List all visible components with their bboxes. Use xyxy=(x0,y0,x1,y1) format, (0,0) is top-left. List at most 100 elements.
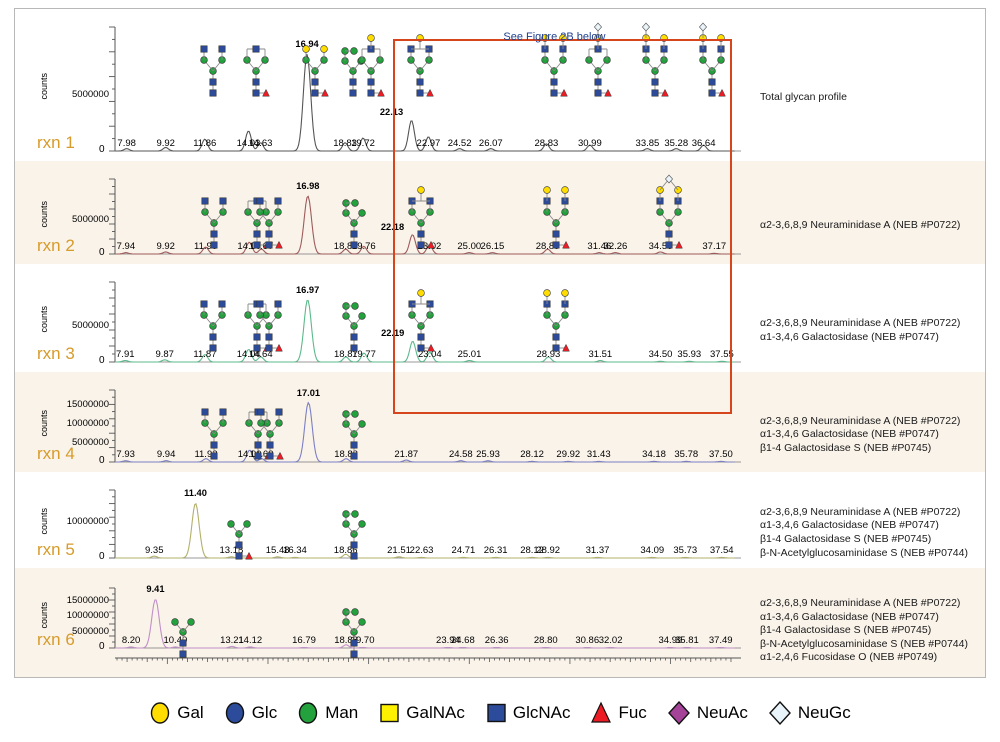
y-tick-label: 10000000 xyxy=(66,610,109,622)
y-tick-zero: 0 xyxy=(99,641,105,652)
glycan-structure xyxy=(336,21,370,99)
peak-label: 11.92 xyxy=(194,449,218,460)
peak-label: 28.12 xyxy=(520,449,544,460)
peak-label: 35.73 xyxy=(673,545,698,556)
glycan-structure xyxy=(239,21,273,99)
peak-label: 24.68 xyxy=(450,635,475,646)
peak-label: 28.89 xyxy=(535,241,560,252)
peak-label: 14.68 xyxy=(249,449,274,460)
enzyme-list-rxn-4: α2-3,6,8,9 Neuraminidase A (NEB #P0722) α… xyxy=(760,415,960,456)
peak-label: 28.83 xyxy=(534,138,559,149)
peak-label: 16.34 xyxy=(283,545,307,556)
glycan-structure xyxy=(337,276,371,354)
chromatogram-row-rxn-5: counts 0 10000000 rxn 5 α2-3,6,8,9 Neuramini… xyxy=(15,472,985,568)
chromatogram-row-rxn-4: counts 0 5000000 10000000 15000000 rxn 4 α2-3,… xyxy=(15,372,985,472)
peak-label: 9.92 xyxy=(156,138,175,149)
peak-label: 18.88 xyxy=(334,449,358,460)
y-tick-label: 5000000 xyxy=(72,437,109,449)
peak-label: 14.04 xyxy=(236,349,261,360)
gal-icon xyxy=(149,701,171,725)
peak-label: 21.51 xyxy=(387,545,411,556)
glc-circle-icon xyxy=(225,702,244,724)
y-tick-label: 5000000 xyxy=(72,319,109,331)
peak-label-top: 16.97 xyxy=(296,284,320,295)
chromatogram-row-rxn-3: counts 0 5000000 rxn 3 α2-3,6,8,9 Neuraminid… xyxy=(15,264,985,372)
glycan-structure xyxy=(652,173,686,251)
peak-label: 25.93 xyxy=(476,449,500,460)
enzyme-line: α2-3,6,8,9 Neuraminidase A (NEB #P0722) xyxy=(760,414,961,427)
glycan-structure xyxy=(298,21,332,99)
peak-label: 29.92 xyxy=(556,449,581,460)
y-tick-zero: 0 xyxy=(99,455,105,466)
peak-label-top: 17.01 xyxy=(296,387,321,398)
glycan-structure xyxy=(581,21,615,99)
peak-label: 28.93 xyxy=(536,349,561,360)
man-icon xyxy=(297,701,319,725)
enzyme-line: β1-4 Galactosidase S (NEB #P0745) xyxy=(760,441,932,454)
legend-label: NeuGc xyxy=(797,703,851,722)
peak-label: 18.87 xyxy=(333,349,358,360)
neuac-diamond-icon xyxy=(667,700,690,726)
peak-label: 35.28 xyxy=(664,138,689,149)
enzyme-list-rxn-3: α2-3,6,8,9 Neuraminidase A (NEB #P0722) α… xyxy=(760,317,960,344)
enzyme-list-rxn-6: α2-3,6,8,9 Neuraminidase A (NEB #P0722) α… xyxy=(760,597,968,665)
enzyme-line: β-N-Acetylglucosaminidase S (NEB #P0744) xyxy=(760,637,968,650)
peak-label: 11.90 xyxy=(194,241,218,252)
y-tick-zero: 0 xyxy=(99,247,105,258)
peak-label: 7.93 xyxy=(116,449,135,460)
legend-label: Gal xyxy=(177,703,204,722)
glycan-structure xyxy=(222,484,256,562)
peak-label: 9.87 xyxy=(155,349,174,360)
peak-label: 26.31 xyxy=(483,545,508,556)
peak-label: 26.07 xyxy=(478,138,503,149)
peak-label: 37.50 xyxy=(709,449,733,460)
peak-label: 16.79 xyxy=(292,635,316,646)
enzyme-line: β1-4 Galactosidase S (NEB #P0745) xyxy=(760,532,932,545)
legend-label: Glc xyxy=(251,703,278,722)
glycan-structure xyxy=(337,173,371,251)
peak-label: 7.91 xyxy=(116,349,135,360)
row-label-rxn-4: rxn 4 xyxy=(37,444,75,463)
row-label-rxn-6: rxn 6 xyxy=(37,630,75,649)
peak-label: 28.12 xyxy=(520,545,544,556)
legend-label: Man xyxy=(325,703,359,722)
peak-label-left: 22.19 xyxy=(381,328,405,339)
y-tick-label: 5000000 xyxy=(72,626,109,638)
glycan-structure xyxy=(196,276,230,354)
y-tick-zero: 0 xyxy=(99,355,105,366)
glycan-structure xyxy=(695,21,729,99)
peak-label: 26.36 xyxy=(484,635,509,646)
chromatogram-row-rxn-1: counts 0 5000000 rxn 1 Total glycan profile 7… xyxy=(15,9,985,161)
peak-label: 30.86 xyxy=(575,635,600,646)
peak-label-top: 9.41 xyxy=(146,584,165,595)
legend-item-neuac: NeuAc xyxy=(667,700,748,726)
peak-label: 35.78 xyxy=(674,449,699,460)
peak-label: 19.77 xyxy=(352,349,376,360)
peak-label: 30.99 xyxy=(577,138,602,149)
enzyme-line: α1-3,4,6 Galactosidase (NEB #P0747) xyxy=(760,330,939,343)
fuc-icon xyxy=(590,701,612,725)
y-tick-label: 15000000 xyxy=(66,399,109,411)
legend-label: Fuc xyxy=(618,703,647,722)
neugc-icon xyxy=(768,700,792,726)
peak-label: 9.92 xyxy=(156,241,175,252)
peak-label: 19.72 xyxy=(351,138,375,149)
peak-label: 31.43 xyxy=(586,449,611,460)
peak-label: 7.94 xyxy=(116,241,136,252)
peak-label: 22.97 xyxy=(416,138,441,149)
peak-label: 34.50 xyxy=(648,241,673,252)
peak-label: 14.63 xyxy=(248,138,273,149)
peak-label: 35.93 xyxy=(677,349,702,360)
glycan-structure xyxy=(537,21,571,99)
peak-label: 11.87 xyxy=(193,349,217,360)
see-figure-2b-note: See Figure 2B below xyxy=(503,31,606,43)
enzyme-list-rxn-5: α2-3,6,8,9 Neuraminidase A (NEB #P0722) α… xyxy=(760,506,968,560)
enzyme-line: α1-3,4,6 Galactosidase (NEB #P0747) xyxy=(760,519,939,532)
legend-item-glcnac: GlcNAc xyxy=(485,701,570,725)
legend-item-gal: Gal xyxy=(149,701,204,725)
peak-label: 32.26 xyxy=(603,241,628,252)
galnac-square-icon xyxy=(380,703,399,723)
peak-label: 13.21 xyxy=(220,635,244,646)
enzyme-line: α1-3,4,6 Galactosidase (NEB #P0747) xyxy=(760,610,939,623)
